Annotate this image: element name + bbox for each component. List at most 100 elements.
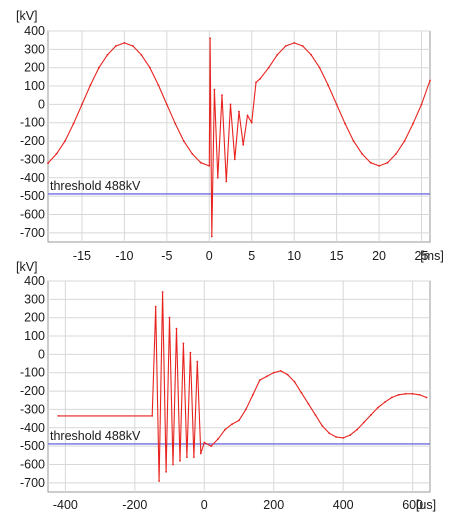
upper-x-ticks: -15 -10 -5 0 5 10 15 20 25 bbox=[73, 249, 429, 263]
upper-series bbox=[47, 37, 431, 238]
upper-data-point bbox=[429, 79, 431, 82]
lower-data-point bbox=[293, 381, 296, 383]
upper-data-point bbox=[55, 153, 58, 155]
upper-data-point bbox=[115, 45, 117, 47]
upper-data-point bbox=[327, 84, 329, 86]
lower-data-point bbox=[231, 423, 234, 425]
upper-data-point bbox=[229, 103, 232, 106]
upper-data-point bbox=[106, 54, 109, 56]
lower-y-tick-label: 200 bbox=[24, 311, 45, 325]
upper-data-point bbox=[216, 176, 219, 179]
lower-y-tick-label: -100 bbox=[20, 366, 45, 380]
upper-data-point bbox=[213, 88, 216, 91]
upper-data-point bbox=[89, 84, 92, 86]
lower-plot-panel: threshold 488kV -400 -200 0 200 400 600 400 30… bbox=[16, 260, 436, 512]
lower-data-point bbox=[377, 406, 379, 409]
upper-y-tick-label: 300 bbox=[24, 42, 45, 56]
upper-data-point bbox=[81, 103, 83, 106]
lower-data-point bbox=[390, 396, 393, 399]
upper-y-tick-label: -300 bbox=[20, 152, 45, 166]
lower-x-tick-label: 600 bbox=[402, 498, 423, 512]
lower-data-point bbox=[384, 401, 386, 403]
lower-y-tick-label: -600 bbox=[20, 457, 45, 471]
lower-threshold-label: threshold 488kV bbox=[50, 429, 141, 443]
lower-data-point bbox=[342, 437, 345, 439]
lower-data-point bbox=[238, 419, 240, 422]
lower-data-point bbox=[210, 445, 213, 447]
upper-data-point bbox=[157, 84, 160, 86]
upper-data-point bbox=[335, 103, 338, 106]
upper-x-tick-label: 15 bbox=[330, 249, 344, 263]
upper-data-point bbox=[395, 153, 397, 155]
lower-y-tick-label: 100 bbox=[24, 329, 45, 343]
upper-y-tick-label: 100 bbox=[24, 79, 45, 93]
upper-data-point bbox=[412, 122, 414, 125]
upper-y-tick-label: -100 bbox=[20, 116, 45, 130]
upper-data-point bbox=[238, 110, 240, 113]
upper-y-ticks: 400 300 200 100 0 -100 -200 -300 -400 -500 -600 -70… bbox=[20, 24, 45, 240]
upper-data-point bbox=[149, 66, 151, 69]
upper-data-point bbox=[174, 122, 177, 125]
lower-x-ticks: -400 -200 0 200 400 600 bbox=[53, 498, 423, 512]
lower-x-tick-label: -400 bbox=[53, 498, 78, 512]
lower-data-point bbox=[258, 379, 261, 381]
lower-data-point bbox=[307, 403, 310, 405]
upper-data-point bbox=[47, 162, 49, 165]
upper-data-point bbox=[352, 140, 355, 143]
lower-data-point bbox=[411, 392, 414, 395]
lower-data-point bbox=[328, 432, 331, 435]
upper-data-point bbox=[140, 54, 143, 56]
upper-x-tick-label: -5 bbox=[161, 249, 172, 263]
upper-data-point bbox=[361, 153, 363, 155]
upper-data-point bbox=[132, 45, 134, 47]
lower-data-point bbox=[265, 375, 268, 378]
lower-data-point bbox=[314, 414, 317, 416]
lower-data-point bbox=[158, 480, 161, 482]
upper-x-tick-label: 20 bbox=[372, 249, 386, 263]
upper-data-point bbox=[250, 121, 253, 124]
lower-y-tick-label: 0 bbox=[38, 347, 45, 361]
upper-data-point bbox=[233, 158, 236, 161]
lower-data-point bbox=[279, 370, 282, 372]
lower-y-ticks: 400 300 200 100 0 -100 -200 -300 -400 -500 -600 -70… bbox=[20, 274, 45, 490]
lower-data-point bbox=[418, 393, 421, 396]
upper-data-point bbox=[259, 77, 262, 80]
upper-data-point bbox=[165, 103, 168, 106]
lower-data-point bbox=[189, 351, 192, 354]
upper-data-point bbox=[310, 54, 313, 56]
upper-threshold: threshold 488kV bbox=[48, 179, 430, 195]
lower-y-tick-label: -700 bbox=[20, 476, 45, 490]
lower-data-point bbox=[165, 470, 168, 473]
lower-data-point bbox=[321, 425, 324, 427]
lower-data-point bbox=[172, 463, 174, 466]
lower-plot-area bbox=[47, 280, 431, 493]
upper-y-tick-label: 400 bbox=[24, 24, 45, 38]
upper-data-point bbox=[242, 143, 245, 146]
lower-x-tick-label: 0 bbox=[201, 498, 208, 512]
lower-data-point bbox=[286, 373, 289, 376]
upper-data-point bbox=[267, 66, 270, 69]
lower-data-point bbox=[397, 393, 400, 396]
upper-grid bbox=[48, 30, 430, 242]
upper-data-point bbox=[255, 81, 257, 84]
lower-data-point bbox=[245, 408, 247, 411]
lower-y-tick-label: -200 bbox=[20, 384, 45, 398]
upper-x-tick-label: 0 bbox=[206, 249, 213, 263]
upper-plot-area bbox=[47, 30, 431, 243]
upper-data-point bbox=[378, 165, 380, 167]
upper-data-point bbox=[72, 122, 75, 125]
lower-data-point bbox=[349, 434, 351, 436]
lower-x-unit-label: [us] bbox=[416, 498, 436, 512]
upper-data-point bbox=[225, 180, 228, 183]
upper-data-point bbox=[208, 165, 211, 167]
upper-y-unit-label: [kV] bbox=[16, 9, 38, 23]
lower-data-point bbox=[175, 327, 178, 330]
upper-data-point bbox=[246, 114, 249, 117]
upper-x-tick-label: 25 bbox=[415, 249, 429, 263]
lower-data-point bbox=[217, 437, 220, 440]
lower-data-point bbox=[57, 415, 60, 417]
upper-data-point bbox=[98, 66, 100, 69]
upper-x-unit-label: [ms] bbox=[420, 249, 444, 263]
upper-x-tick-label: 5 bbox=[248, 249, 255, 263]
